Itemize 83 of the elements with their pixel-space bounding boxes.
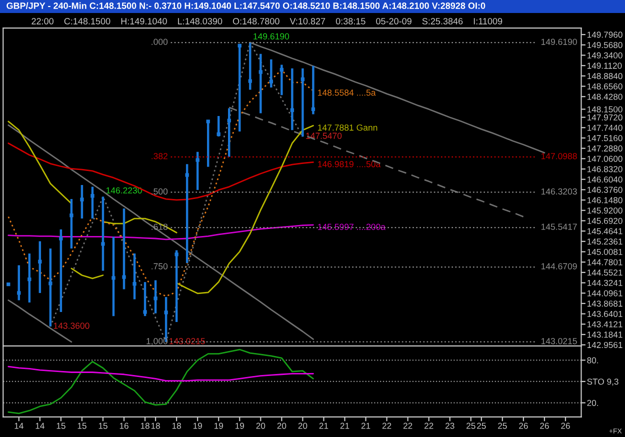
x-tick-label: 22 (382, 422, 392, 429)
data-label: 147.5470 (306, 132, 342, 139)
y-tick-label: 146.3760 (587, 186, 622, 193)
y-tick-label: 146.6040 (587, 176, 622, 183)
y-tick-label: 149.3400 (587, 52, 622, 58)
x-tick-label: 14 (14, 422, 24, 429)
y-tick-label: 149.7960 (587, 32, 622, 38)
y-tick-label: 143.8681 (587, 300, 622, 307)
ref-line-label: 149.6190 (541, 38, 577, 45)
y-tick-label: 147.5160 (587, 135, 622, 142)
ref-line-label: 147.0988 (541, 153, 577, 160)
annotation: .382 (152, 153, 168, 160)
annotation: .750 (152, 263, 168, 270)
x-tick-label: 22 (403, 422, 412, 429)
x-tick-label: 19 (214, 422, 223, 429)
y-tick-label: 142.9561 (587, 342, 622, 348)
y-tick-label: 143.1841 (587, 332, 622, 338)
y-tick-label: 145.6920 (587, 218, 622, 224)
x-tick-label: 18 (151, 422, 160, 429)
x-tick-label: 26 (561, 422, 570, 429)
data-label: 146.2230 (106, 187, 142, 194)
x-tick-label: 16 (120, 422, 128, 429)
y-tick-label: 149.1120 (587, 62, 622, 69)
y-tick-label: 80. (587, 357, 598, 364)
x-tick-label: 21 (361, 422, 370, 429)
x-tick-label: 21 (319, 422, 328, 429)
chart-subtitle: 22:00 C:148.1500 H:149.1040 L:148.0390 O:148.7800 V:10.827 0:38:15 05-20-09 S:25.3846 I:11009 (32, 18, 502, 24)
annotation: .500 (152, 188, 168, 195)
x-tick-label: 25 (477, 422, 486, 429)
x-tick-label: 15 (78, 422, 86, 429)
x-tick-label: 15 (98, 422, 108, 429)
x-tick-label: 26 (540, 422, 549, 429)
x-tick-label: 23 (446, 422, 454, 429)
y-tick-label: 144.0961 (587, 290, 622, 296)
ref-line-label: 145.5417 (541, 224, 577, 230)
y-tick-label: 145.0081 (587, 248, 622, 255)
y-tick-label: 144.7801 (587, 259, 622, 266)
data-label: 143.0215 (169, 338, 205, 344)
series-label: 147.7881 Gann (318, 124, 378, 131)
annotation: 1,000 (146, 338, 168, 346)
y-tick-label: STO 9,3 (587, 378, 618, 386)
chart-title: GBP/JPY - 240-Min C:148.1500 N:- 0.3710 H:149.1040 L:147.5470 O:148.5210 B:148.1500 A:148.2100 V:28928 OI:0 (6, 2, 486, 10)
y-tick-label: 148.1500 (587, 106, 622, 112)
data-label: 143.3600 (54, 322, 90, 329)
y-tick-label: 20. (587, 400, 598, 406)
y-tick-label: 146.1480 (587, 197, 622, 204)
y-tick-label: 144.5521 (587, 270, 622, 276)
x-tick-label: 19 (193, 422, 202, 429)
x-tick-label: 18 (140, 422, 150, 429)
data-label: 149.6190 (254, 33, 290, 40)
x-tick-label: 22 (424, 422, 434, 429)
x-tick-label: 14 (36, 422, 44, 429)
x-tick-label: 25 (498, 422, 507, 429)
x-tick-label: 25 (466, 422, 476, 429)
series-label: 148.5584 ....5a (318, 90, 376, 96)
y-tick-label: 145.4641 (587, 228, 622, 234)
y-tick-label: 148.4280 (587, 94, 622, 100)
y-tick-label: 143.6401 (587, 310, 622, 318)
y-tick-label: 147.7440 (587, 124, 622, 131)
y-tick-label: 147.9720 (587, 114, 622, 120)
ref-line-label: 146.3203 (541, 188, 577, 195)
x-tick-label: 20 (298, 422, 308, 429)
y-tick-label: 146.8320 (587, 166, 622, 172)
ref-line-label: 144.6709 (541, 263, 577, 270)
y-tick-label: 145.2361 (587, 238, 622, 245)
x-tick-label: 21 (340, 422, 350, 429)
x-tick-label: 18 (172, 422, 181, 429)
y-tick-label: 148.8840 (587, 73, 622, 80)
series-label: 145.5997 ....200a (318, 224, 386, 230)
ref-line-label: 143.0215 (541, 338, 577, 344)
x-tick-label: 19 (236, 422, 244, 429)
x-tick-label: 20 (256, 422, 266, 429)
y-tick-label: 144.3241 (587, 280, 622, 286)
x-tick-label: 20 (277, 422, 286, 429)
y-tick-label: 143.4121 (587, 321, 622, 328)
y-tick-label: 145.9200 (587, 207, 622, 214)
y-tick-label: 149.5680 (587, 42, 622, 48)
x-tick-label: 15 (56, 422, 66, 429)
x-tick-label: 26 (519, 422, 528, 429)
y-tick-label: 147.2880 (587, 145, 622, 152)
y-tick-label: 147.0600 (587, 156, 622, 162)
y-tick-label: 148.6560 (587, 83, 622, 90)
annotation: .000 (152, 38, 168, 45)
